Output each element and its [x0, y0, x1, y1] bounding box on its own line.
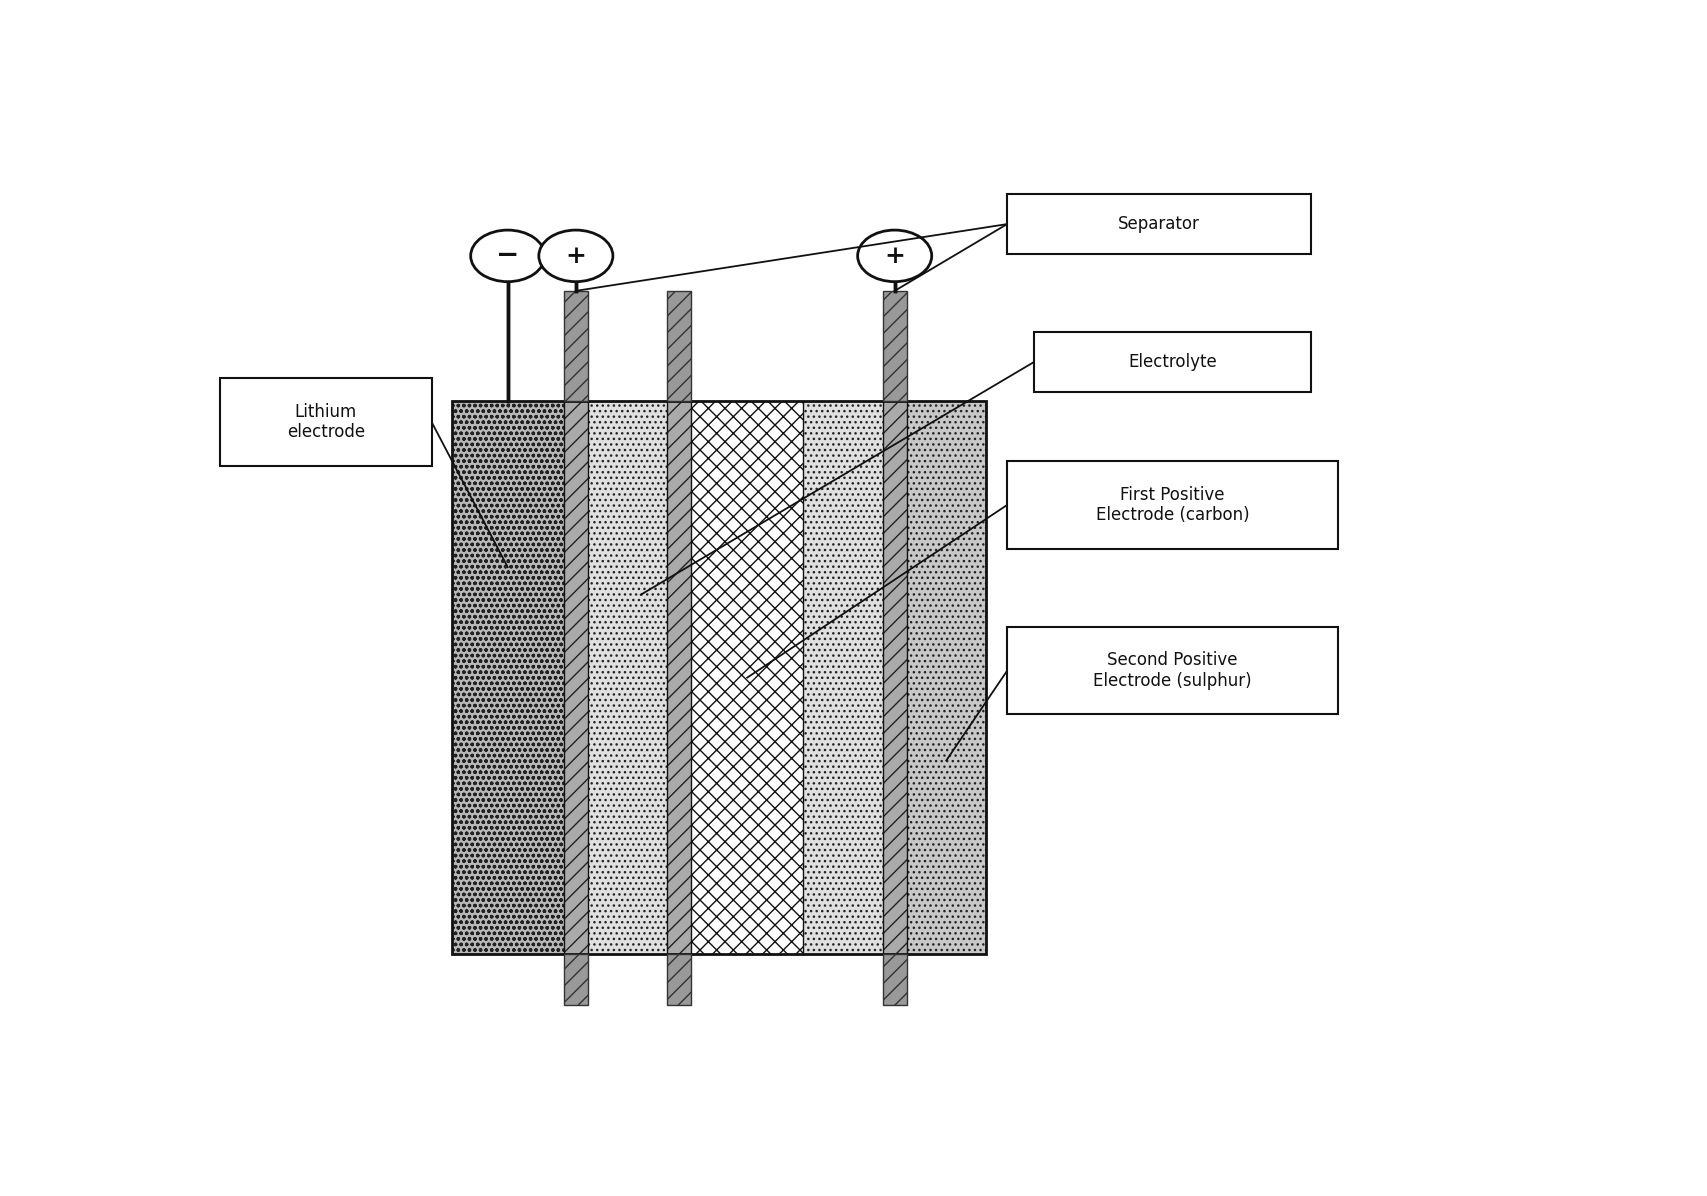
- Text: Electrolyte: Electrolyte: [1128, 353, 1217, 371]
- Bar: [563, 402, 587, 954]
- Bar: [1007, 627, 1338, 714]
- Bar: [667, 402, 691, 954]
- Bar: [691, 402, 804, 954]
- Bar: [220, 378, 432, 465]
- Bar: [587, 402, 667, 954]
- Circle shape: [857, 230, 932, 282]
- Text: +: +: [565, 244, 586, 268]
- Bar: [883, 954, 906, 1005]
- Text: Lithium
electrode: Lithium electrode: [287, 403, 365, 441]
- Circle shape: [471, 230, 545, 282]
- Bar: [563, 291, 587, 402]
- Bar: [563, 954, 587, 1005]
- Circle shape: [539, 230, 613, 282]
- Bar: [883, 291, 906, 402]
- Text: +: +: [884, 244, 905, 268]
- Text: −: −: [497, 243, 519, 269]
- Bar: [451, 402, 563, 954]
- Bar: [667, 954, 691, 1005]
- Bar: [667, 291, 691, 402]
- Bar: [906, 402, 987, 954]
- Bar: [883, 402, 906, 954]
- Bar: [1007, 194, 1311, 254]
- Text: First Positive
Electrode (carbon): First Positive Electrode (carbon): [1096, 486, 1250, 524]
- Bar: [1033, 332, 1311, 392]
- Bar: [804, 402, 883, 954]
- Bar: [451, 402, 987, 954]
- Bar: [1007, 462, 1338, 549]
- Text: Separator: Separator: [1118, 215, 1200, 233]
- Text: Second Positive
Electrode (sulphur): Second Positive Electrode (sulphur): [1092, 652, 1251, 690]
